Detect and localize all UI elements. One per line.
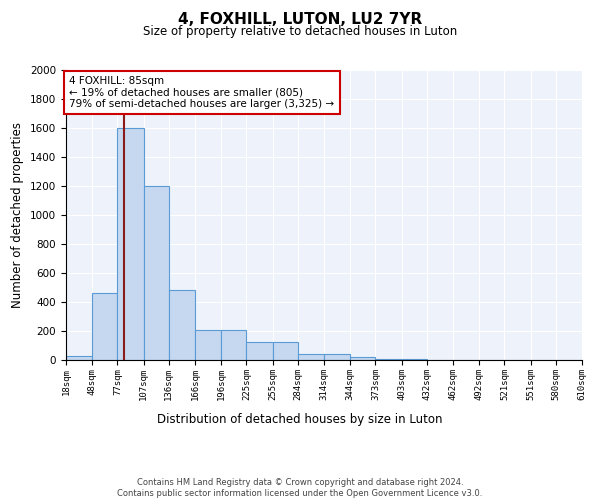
Text: 4, FOXHILL, LUTON, LU2 7YR: 4, FOXHILL, LUTON, LU2 7YR (178, 12, 422, 28)
Bar (66, 356, 92, 360)
Bar (324, 354, 350, 360)
Text: Contains HM Land Registry data © Crown copyright and database right 2024.
Contai: Contains HM Land Registry data © Crown c… (118, 478, 482, 498)
Bar (92, 294, 118, 360)
Bar (221, 330, 247, 360)
Bar (272, 342, 298, 360)
Bar (376, 358, 401, 360)
Bar (143, 186, 169, 360)
Bar (350, 357, 376, 360)
Text: 4 FOXHILL: 85sqm
← 19% of detached houses are smaller (805)
79% of semi-detached: 4 FOXHILL: 85sqm ← 19% of detached house… (70, 76, 335, 109)
Text: Size of property relative to detached houses in Luton: Size of property relative to detached ho… (143, 25, 457, 38)
Bar (195, 330, 221, 360)
Bar (118, 128, 143, 360)
Y-axis label: Number of detached properties: Number of detached properties (11, 122, 25, 308)
Bar (169, 290, 195, 360)
Bar (247, 342, 272, 360)
Bar (298, 354, 324, 360)
Text: Distribution of detached houses by size in Luton: Distribution of detached houses by size … (157, 412, 443, 426)
